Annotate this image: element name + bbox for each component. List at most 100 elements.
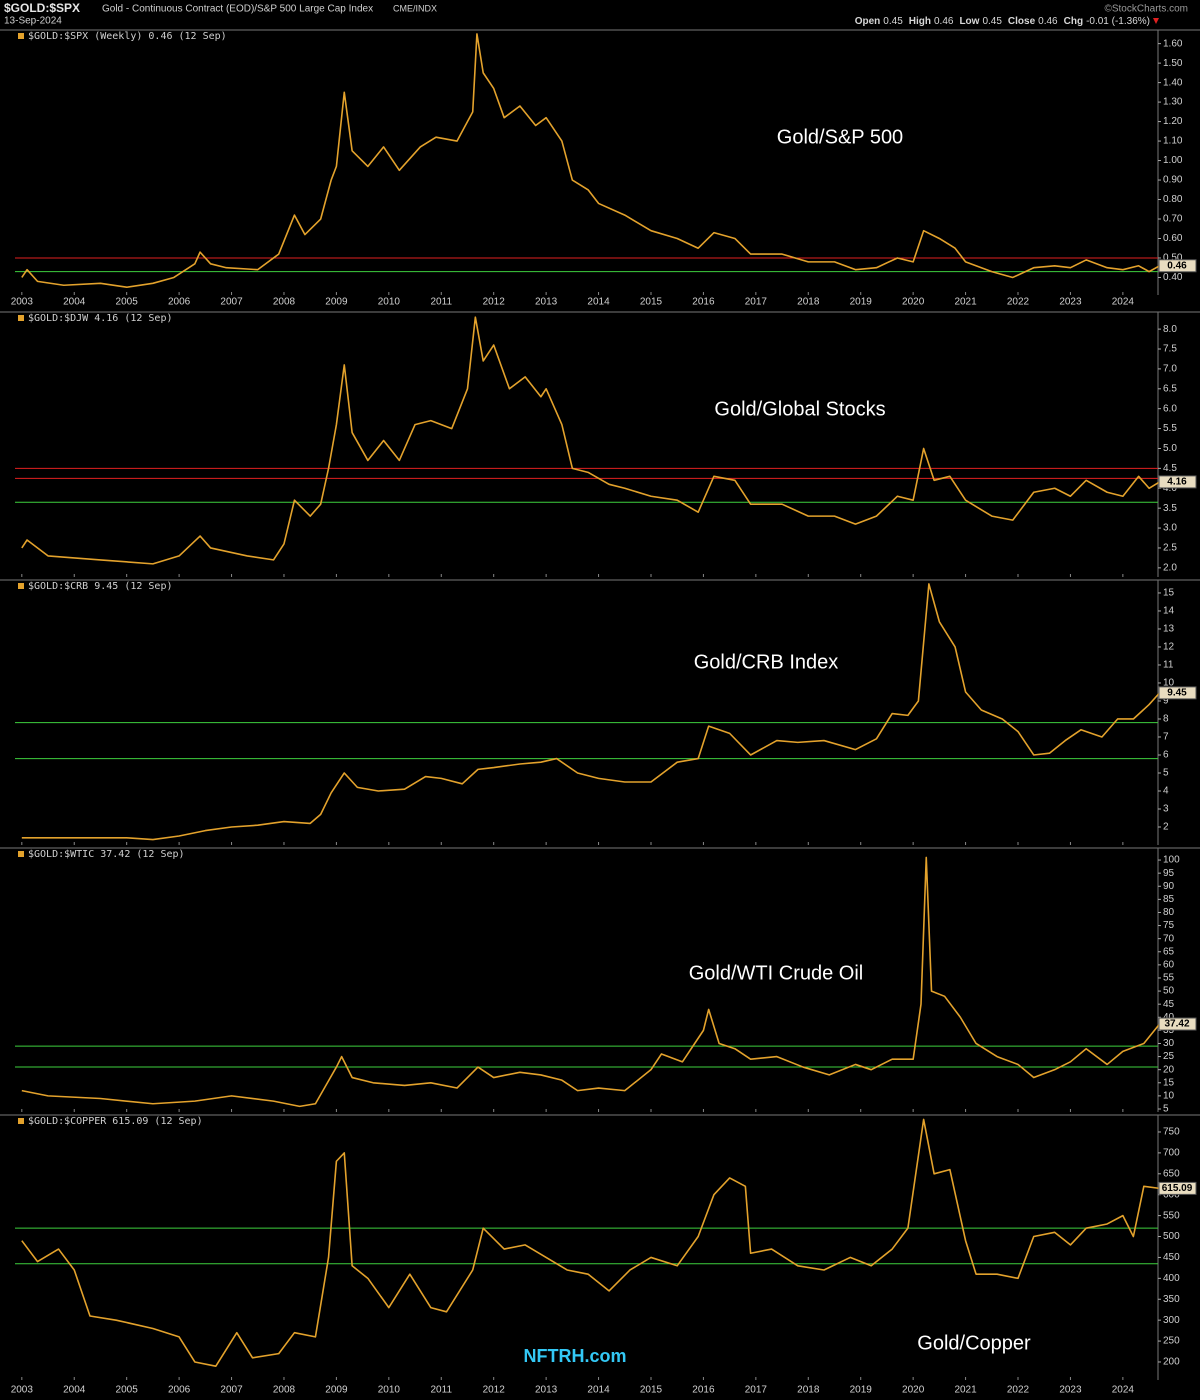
y-tick-label: 350 (1163, 1294, 1180, 1305)
x-tick-label: 2004 (63, 297, 86, 308)
last-value-label: 0.46 (1167, 260, 1187, 271)
quote: Open 0.45 High 0.46 Low 0.45 Close 0.46 Chg -0.01… (855, 16, 1150, 27)
y-tick-label: 7.5 (1163, 344, 1177, 355)
y-tick-label: 300 (1163, 1315, 1180, 1326)
y-tick-label: 2.5 (1163, 543, 1177, 554)
x-tick-label: 2010 (378, 1385, 401, 1396)
x-tick-label: 2015 (640, 297, 663, 308)
source: ©StockCharts.com (1104, 4, 1188, 15)
y-tick-label: 7.0 (1163, 364, 1177, 375)
y-tick-label: 5 (1163, 1104, 1169, 1115)
x-tick-label: 2007 (220, 1385, 243, 1396)
y-tick-label: 1.30 (1163, 97, 1183, 108)
y-tick-label: 0.90 (1163, 175, 1183, 186)
y-tick-label: 90 (1163, 881, 1175, 892)
x-tick-label: 2013 (535, 1385, 558, 1396)
x-tick-label: 2020 (902, 297, 925, 308)
legend-label: $GOLD:$SPX (Weekly) 0.46 (12 Sep) (28, 31, 227, 42)
quote-value: -0.01 (-1.36%) (1086, 16, 1150, 27)
y-tick-label: 70 (1163, 933, 1175, 944)
y-tick-label: 30 (1163, 1038, 1175, 1049)
y-tick-label: 85 (1163, 894, 1175, 905)
y-tick-label: 6 (1163, 750, 1169, 761)
x-tick-label: 2021 (954, 297, 977, 308)
y-tick-label: 5 (1163, 768, 1169, 779)
exchange: CME/INDX (393, 3, 437, 13)
series-line (21, 316, 1160, 565)
y-tick-label: 0.40 (1163, 272, 1183, 283)
y-tick-label: 550 (1163, 1210, 1180, 1221)
y-tick-label: 95 (1163, 868, 1175, 879)
x-tick-label: 2012 (483, 297, 506, 308)
y-tick-label: 10 (1163, 1091, 1175, 1102)
x-tick-label: 2024 (1112, 297, 1135, 308)
legend-swatch (18, 851, 24, 857)
x-tick-label: 2008 (273, 297, 296, 308)
annotation: Gold/Copper (917, 1332, 1031, 1354)
last-value-label: 4.16 (1167, 477, 1187, 488)
quote-value: 0.45 (982, 16, 1002, 27)
y-tick-label: 12 (1163, 642, 1175, 653)
x-tick-label: 2003 (11, 297, 34, 308)
y-tick-label: 15 (1163, 588, 1175, 599)
x-tick-label: 2007 (220, 297, 243, 308)
legend-label: $GOLD:$WTIC 37.42 (12 Sep) (28, 849, 185, 860)
x-tick-label: 2015 (640, 1385, 663, 1396)
y-tick-label: 5.5 (1163, 423, 1177, 434)
y-tick-label: 1.40 (1163, 77, 1183, 88)
legend-label: $GOLD:$CRB 9.45 (12 Sep) (28, 581, 173, 592)
y-tick-label: 650 (1163, 1168, 1180, 1179)
x-tick-label: 2005 (116, 1385, 139, 1396)
symbol: $GOLD:$SPX (4, 1, 80, 15)
x-tick-label: 2009 (325, 297, 348, 308)
x-tick-label: 2024 (1112, 1385, 1135, 1396)
series-line (21, 856, 1161, 1108)
legend-swatch (18, 583, 24, 589)
y-tick-label: 40 (1163, 1012, 1175, 1023)
x-tick-label: 2017 (745, 1385, 768, 1396)
quote-value: 0.45 (883, 16, 903, 27)
y-tick-label: 1.10 (1163, 136, 1183, 147)
quote-label: Close (1008, 16, 1036, 27)
legend-swatch (18, 33, 24, 39)
y-tick-label: 6.5 (1163, 383, 1177, 394)
y-tick-label: 80 (1163, 907, 1175, 918)
x-tick-label: 2011 (431, 297, 453, 308)
y-tick-label: 11 (1163, 660, 1174, 671)
x-tick-label: 2018 (797, 297, 820, 308)
description: Gold - Continuous Contract (EOD)/S&P 500… (102, 4, 373, 15)
y-tick-label: 10 (1163, 678, 1175, 689)
quote-label: Chg (1064, 16, 1083, 27)
y-tick-label: 20 (1163, 1064, 1175, 1075)
last-value-box (1158, 259, 1197, 273)
quote-value: 0.46 (1038, 16, 1058, 27)
y-tick-label: 750 (1163, 1127, 1180, 1138)
watermark: NFTRH.com (524, 1346, 627, 1366)
y-tick-label: 1.20 (1163, 116, 1183, 127)
annotation: Gold/S&P 500 (777, 126, 903, 148)
x-tick-label: 2008 (273, 1385, 296, 1396)
legend-swatch (18, 1118, 24, 1124)
y-tick-label: 5.0 (1163, 443, 1177, 454)
y-tick-label: 75 (1163, 920, 1175, 931)
x-tick-label: 2010 (378, 297, 401, 308)
y-tick-label: 7 (1163, 732, 1169, 743)
x-tick-label: 2016 (692, 297, 715, 308)
legend-label: $GOLD:$DJW 4.16 (12 Sep) (28, 313, 173, 324)
y-tick-label: 15 (1163, 1077, 1175, 1088)
x-tick-label: 2009 (325, 1385, 348, 1396)
y-tick-label: 8 (1163, 714, 1169, 725)
y-tick-label: 200 (1163, 1357, 1180, 1368)
y-tick-label: 25 (1163, 1051, 1175, 1062)
x-tick-label: 2019 (850, 297, 873, 308)
x-tick-label: 2004 (63, 1385, 86, 1396)
x-tick-label: 2023 (1059, 297, 1082, 308)
y-tick-label: 14 (1163, 606, 1175, 617)
y-tick-label: 400 (1163, 1273, 1180, 1284)
y-tick-label: 450 (1163, 1252, 1180, 1263)
x-tick-label: 2005 (116, 297, 139, 308)
annotation: Gold/WTI Crude Oil (689, 962, 863, 984)
